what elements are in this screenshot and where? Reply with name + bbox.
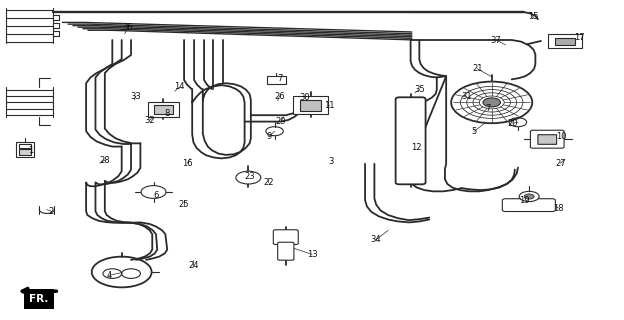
Text: 10: 10	[557, 132, 567, 140]
FancyBboxPatch shape	[148, 102, 179, 117]
FancyBboxPatch shape	[267, 76, 286, 84]
Circle shape	[519, 191, 539, 202]
Text: FR.: FR.	[29, 294, 49, 304]
Text: 37: 37	[490, 36, 502, 44]
Text: 9: 9	[267, 132, 272, 140]
Text: 34: 34	[370, 236, 381, 244]
Text: 30: 30	[299, 93, 310, 102]
FancyBboxPatch shape	[530, 130, 564, 148]
Text: 3: 3	[328, 157, 333, 166]
Text: 36: 36	[122, 23, 134, 32]
Text: 6: 6	[154, 191, 158, 200]
Text: 14: 14	[175, 82, 185, 91]
FancyBboxPatch shape	[154, 105, 173, 114]
FancyBboxPatch shape	[19, 149, 31, 155]
Text: 32: 32	[144, 116, 155, 124]
Text: 33: 33	[130, 92, 142, 100]
FancyBboxPatch shape	[502, 199, 555, 212]
Text: 4: 4	[107, 271, 112, 280]
Text: 19: 19	[519, 196, 529, 204]
Text: 29: 29	[276, 117, 286, 126]
FancyBboxPatch shape	[555, 38, 575, 45]
FancyBboxPatch shape	[538, 135, 557, 144]
Text: 16: 16	[182, 159, 193, 168]
Text: 26: 26	[274, 92, 285, 100]
FancyBboxPatch shape	[293, 96, 328, 114]
Circle shape	[524, 194, 534, 199]
Text: 24: 24	[188, 261, 198, 270]
Text: 27: 27	[555, 159, 566, 168]
Text: 18: 18	[553, 204, 564, 212]
FancyBboxPatch shape	[278, 242, 294, 260]
Text: 7: 7	[485, 104, 490, 113]
Text: 15: 15	[529, 12, 539, 21]
Text: 8: 8	[165, 109, 170, 118]
Text: 12: 12	[412, 143, 422, 152]
FancyBboxPatch shape	[19, 144, 31, 148]
Text: 20: 20	[508, 119, 518, 128]
Text: 23: 23	[244, 172, 255, 180]
Text: 31: 31	[461, 92, 472, 100]
Text: 21: 21	[472, 64, 482, 73]
Circle shape	[236, 171, 261, 184]
Text: 2: 2	[49, 207, 54, 216]
Text: 5: 5	[472, 127, 477, 136]
Text: 13: 13	[306, 250, 318, 259]
FancyBboxPatch shape	[300, 100, 321, 111]
FancyBboxPatch shape	[396, 97, 426, 184]
Text: 1: 1	[29, 146, 34, 155]
FancyBboxPatch shape	[273, 230, 298, 244]
Circle shape	[141, 186, 166, 198]
Text: 11: 11	[324, 101, 334, 110]
Text: 28: 28	[99, 156, 110, 164]
Text: 22: 22	[263, 178, 273, 187]
Text: 25: 25	[179, 200, 189, 209]
FancyBboxPatch shape	[548, 34, 582, 48]
FancyBboxPatch shape	[16, 142, 34, 157]
Circle shape	[483, 98, 500, 107]
Circle shape	[451, 82, 532, 123]
Text: 35: 35	[414, 85, 425, 94]
Text: 7: 7	[277, 74, 282, 83]
Text: 17: 17	[573, 33, 585, 42]
